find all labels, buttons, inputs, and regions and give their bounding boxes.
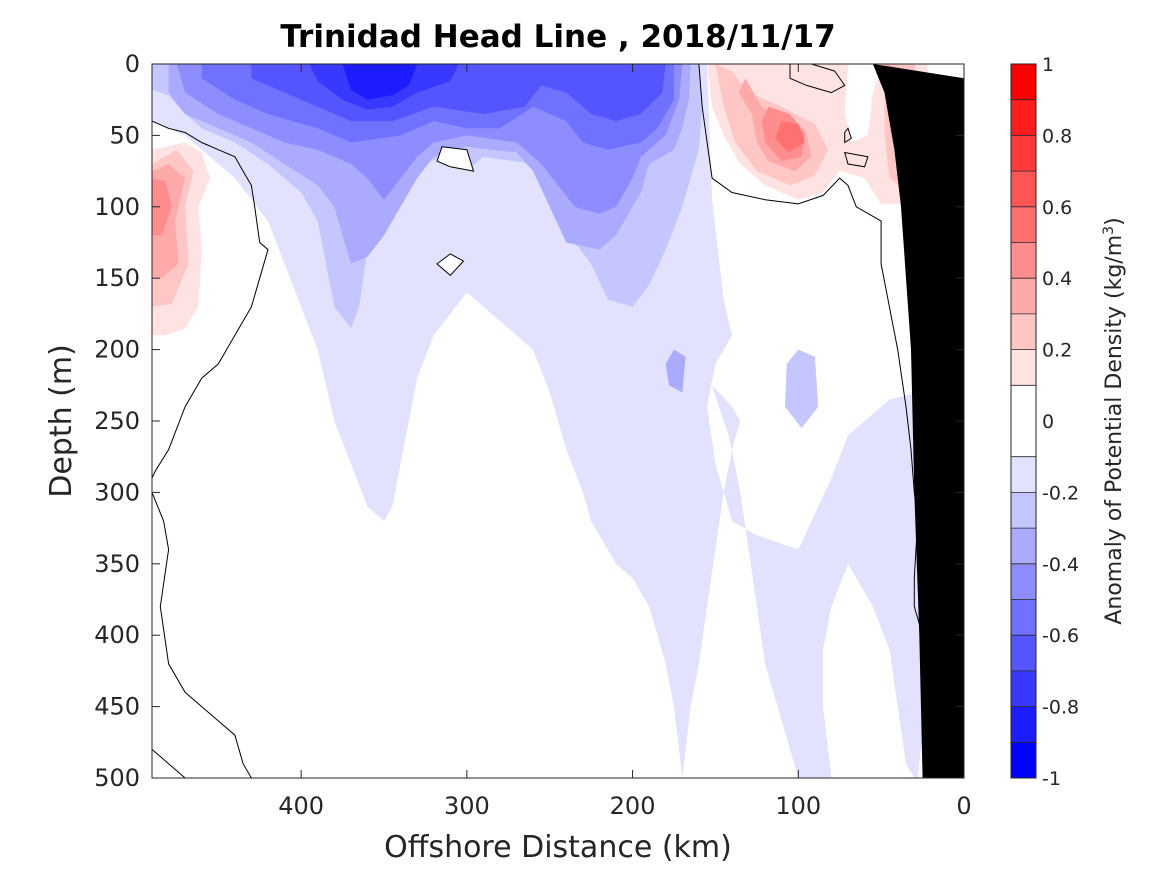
x-axis: 400 300 200 100 0	[278, 64, 972, 820]
y-tick-label: 300	[94, 478, 140, 506]
colorbar-band	[1011, 385, 1036, 457]
colorbar-tick-label: 0.2	[1042, 340, 1072, 362]
colorbar-band	[1011, 349, 1036, 386]
colorbar-tick-label: -0.4	[1042, 554, 1079, 576]
y-tick-label: 450	[94, 693, 140, 721]
colorbar-band	[1011, 99, 1036, 136]
zero-contour-line	[436, 146, 475, 172]
chart-title: Trinidad Head Line , 2018/11/17	[280, 19, 835, 55]
x-tick-label: 300	[444, 792, 490, 820]
contour-fill-region	[342, 64, 418, 100]
y-tick-label: 200	[94, 336, 140, 364]
colorbar-band	[1011, 171, 1036, 207]
colorbar: 1 0.8 0.6 0.4 0.2 0 -0.2 -0.4 -0.6 -0.8 -1	[1010, 54, 1079, 790]
colorbar-label-text: Anomaly of Potential Density (kg/m	[1102, 235, 1127, 625]
colorbar-label: Anomaly of Potential Density (kg/m3)	[1101, 217, 1127, 624]
colorbar-band	[1011, 706, 1036, 743]
colorbar-band	[1011, 206, 1036, 243]
x-axis-label: Offshore Distance (km)	[384, 830, 732, 865]
colorbar-band	[1011, 64, 1036, 100]
zero-contour-line	[436, 253, 465, 276]
y-tick-label: 0	[125, 50, 140, 78]
zero-contour-line	[844, 127, 852, 144]
y-tick-label: 400	[94, 621, 140, 649]
colorbar-band	[1011, 635, 1036, 671]
colorbar-band	[1011, 313, 1036, 350]
y-tick-label: 100	[94, 193, 140, 221]
zero-contour-line	[698, 64, 928, 764]
colorbar-band	[1011, 528, 1036, 564]
bathymetry-mask	[872, 64, 964, 778]
zero-contour-line	[789, 64, 846, 94]
colorbar-tick-label: -0.8	[1042, 697, 1079, 719]
contour-fill-region	[152, 178, 172, 236]
colorbar-band	[1011, 456, 1036, 493]
colorbar-tick-label: -0.2	[1042, 482, 1079, 504]
colorbar-band	[1011, 670, 1036, 707]
colorbar-band	[1011, 492, 1036, 529]
colorbar-band	[1011, 135, 1036, 172]
y-axis-label: Depth (m)	[44, 344, 79, 498]
zero-contour-line	[152, 492, 252, 778]
colorbar-tick-label: -0.6	[1042, 625, 1079, 647]
colorbar-tick-label: 1	[1042, 54, 1054, 76]
contour-fill-region	[665, 349, 686, 393]
colorbar-tick-label: 0.4	[1042, 268, 1072, 290]
colorbar-tick-label: 0.8	[1042, 125, 1072, 147]
y-tick-label: 150	[94, 264, 140, 292]
colorbar-frame	[1010, 63, 1037, 779]
colorbar-band	[1011, 242, 1036, 279]
contour-fill-region	[785, 349, 819, 429]
colorbar-tick-label: 0.6	[1042, 197, 1072, 219]
zero-contour-line	[843, 151, 869, 168]
x-tick-label: 0	[956, 792, 971, 820]
contour-fill-region	[437, 146, 474, 172]
contour-fill-region	[775, 121, 805, 153]
colorbar-band	[1011, 563, 1036, 600]
colorbar-band	[1011, 599, 1036, 636]
y-axis: 0 50 100 150 200 250 300 350 400 450 500	[94, 50, 964, 792]
y-tick-label: 350	[94, 550, 140, 578]
x-tick-label: 100	[775, 792, 821, 820]
zero-contour-line	[152, 120, 269, 479]
zero-contour-line	[152, 749, 186, 778]
x-tick-label: 400	[278, 792, 324, 820]
colorbar-band	[1011, 742, 1036, 778]
colorbar-label-suffix: )	[1102, 217, 1127, 226]
colorbar-tick-label: -1	[1042, 768, 1061, 790]
x-tick-label: 200	[610, 792, 656, 820]
colorbar-label-superscript: 3	[1101, 226, 1117, 235]
y-tick-label: 500	[94, 764, 140, 792]
colorbar-tick-label: 0	[1042, 411, 1054, 433]
y-tick-label: 50	[109, 121, 140, 149]
y-tick-label: 250	[94, 407, 140, 435]
colorbar-band	[1011, 278, 1036, 314]
contour-fill-layer	[152, 64, 964, 778]
